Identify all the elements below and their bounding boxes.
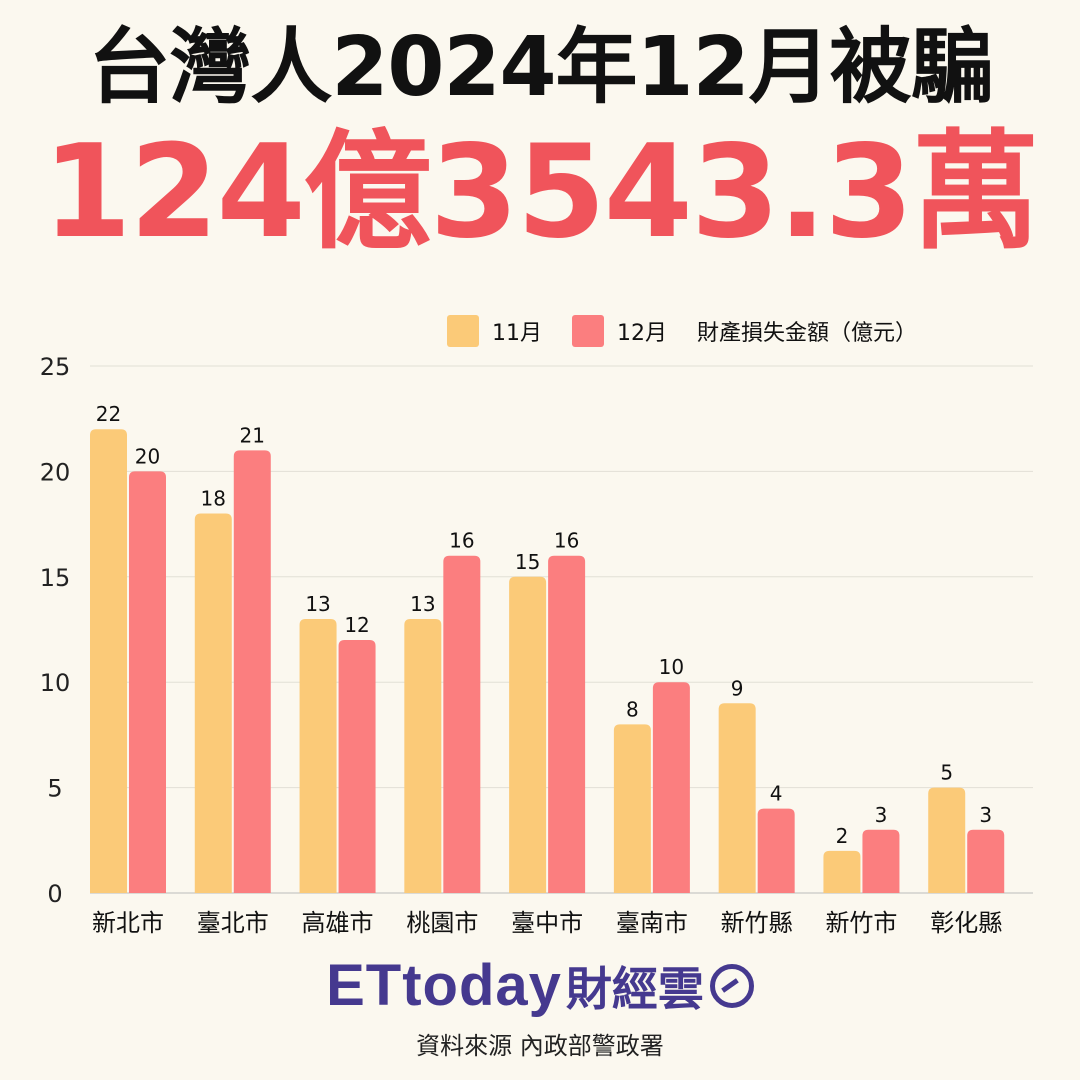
data-label: 10	[659, 655, 684, 679]
legend-label: 12月	[617, 321, 667, 346]
data-label: 12	[344, 613, 369, 637]
page-title: 台灣人2024年12月被騙	[88, 20, 992, 115]
data-label: 22	[96, 402, 121, 426]
bar-nov	[404, 618, 442, 893]
data-label: 3	[875, 803, 888, 827]
y-tick-label: 20	[40, 458, 71, 486]
bar-nov	[823, 850, 861, 893]
x-tick-label: 彰化縣	[930, 909, 1002, 937]
bar-dec	[757, 808, 795, 893]
trend-badge-icon	[709, 963, 754, 1008]
ettoday-logo: ETtoday 財經雲	[0, 952, 1080, 1019]
data-label: 16	[449, 529, 474, 553]
bar-nov	[613, 724, 651, 893]
bar-dec	[548, 555, 586, 893]
x-tick-label: 新竹縣	[721, 909, 793, 937]
data-label: 21	[240, 423, 265, 447]
legend-swatch	[447, 315, 479, 347]
bar-nov	[299, 618, 337, 893]
y-tick-label: 15	[40, 564, 71, 592]
data-label: 5	[940, 761, 953, 785]
y-tick-label: 5	[47, 775, 62, 803]
data-label: 13	[410, 592, 435, 616]
x-tick-label: 臺北市	[197, 909, 269, 937]
x-tick-label: 臺中市	[511, 909, 583, 937]
data-label: 9	[731, 676, 744, 700]
bar-dec	[443, 555, 481, 893]
brand-name: ETtoday	[326, 953, 562, 1018]
bar-dec	[129, 471, 166, 893]
loss-bar-chart: 05101520252220新北市1821臺北市1312高雄市1316桃園市15…	[40, 315, 1033, 937]
legend-label: 11月	[492, 321, 542, 346]
bar-nov	[928, 787, 966, 893]
data-label: 15	[515, 550, 540, 574]
bar-nov	[509, 576, 547, 893]
data-label: 8	[626, 697, 639, 721]
bar-dec	[652, 682, 690, 893]
data-label: 20	[135, 444, 160, 468]
bar-nov	[194, 513, 232, 893]
bar-dec	[862, 829, 900, 893]
data-label: 2	[836, 824, 849, 848]
legend-swatch	[572, 315, 604, 347]
y-tick-label: 25	[40, 353, 71, 381]
x-tick-label: 新北市	[92, 909, 164, 937]
data-label: 18	[201, 487, 226, 511]
x-tick-label: 桃園市	[406, 909, 478, 937]
data-label: 16	[554, 529, 579, 553]
y-tick-label: 10	[40, 669, 71, 697]
brand-sub: 財經雲	[565, 961, 704, 1016]
bar-dec	[967, 829, 1005, 893]
bar-nov	[90, 429, 127, 893]
bar-dec	[338, 640, 376, 893]
data-label: 3	[979, 803, 992, 827]
y-tick-label: 0	[47, 880, 62, 908]
legend-title: 財產損失金額（億元）	[697, 321, 917, 346]
data-source: 資料來源 內政部警政署	[416, 1032, 664, 1060]
x-tick-label: 臺南市	[616, 909, 688, 937]
total-loss-amount: 124億3543.3萬	[42, 118, 1039, 267]
data-label: 13	[305, 592, 330, 616]
x-tick-label: 高雄市	[302, 909, 374, 937]
bar-nov	[718, 703, 756, 893]
bar-dec	[233, 450, 271, 893]
data-label: 4	[770, 782, 783, 806]
x-tick-label: 新竹市	[825, 909, 897, 937]
